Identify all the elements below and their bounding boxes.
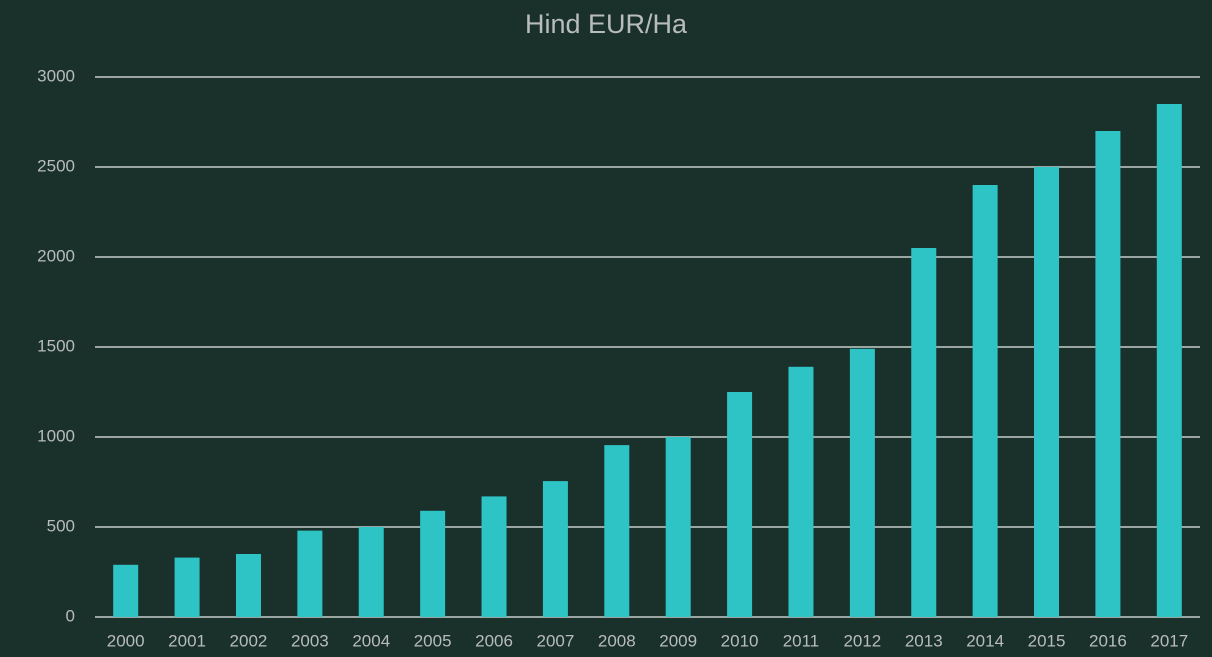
y-tick-label: 500 (47, 516, 75, 535)
y-tick-label: 2500 (37, 156, 75, 175)
x-tick-label: 2005 (414, 631, 452, 650)
x-tick-label: 2006 (475, 631, 513, 650)
x-tick-label: 2017 (1150, 631, 1188, 650)
chart-title: Hind EUR/Ha (525, 9, 688, 39)
x-tick-label: 2011 (783, 631, 820, 650)
x-tick-label: 2010 (721, 631, 759, 650)
bar (604, 445, 630, 617)
bar (849, 348, 875, 617)
x-tick-label: 2015 (1028, 631, 1066, 650)
x-tick-label: 2007 (537, 631, 575, 650)
y-tick-label: 3000 (37, 66, 75, 85)
bar (1034, 167, 1060, 617)
bar (972, 185, 998, 617)
bar (420, 510, 446, 617)
y-tick-label: 1000 (37, 426, 75, 445)
bar (1156, 104, 1182, 617)
bar (297, 530, 323, 617)
x-tick-label: 2009 (659, 631, 697, 650)
x-tick-label: 2003 (291, 631, 329, 650)
x-tick-label: 2001 (168, 631, 206, 650)
bar (1095, 131, 1121, 617)
bar (481, 496, 507, 617)
x-tick-label: 2000 (107, 631, 145, 650)
x-tick-label: 2013 (905, 631, 943, 650)
x-tick-label: 2004 (352, 631, 390, 650)
x-tick-label: 2014 (966, 631, 1004, 650)
bar (358, 527, 384, 617)
bar (235, 554, 261, 617)
bar (174, 557, 200, 617)
bar (113, 564, 139, 617)
bar (911, 248, 937, 617)
bar (665, 437, 691, 617)
x-tick-label: 2012 (843, 631, 881, 650)
bar (542, 481, 568, 617)
x-tick-label: 2008 (598, 631, 636, 650)
bar (788, 366, 814, 617)
y-tick-label: 1500 (37, 336, 75, 355)
bar (727, 392, 753, 617)
y-tick-label: 2000 (37, 246, 75, 265)
y-tick-label: 0 (66, 606, 75, 625)
x-tick-label: 2002 (230, 631, 268, 650)
x-tick-label: 2016 (1089, 631, 1127, 650)
